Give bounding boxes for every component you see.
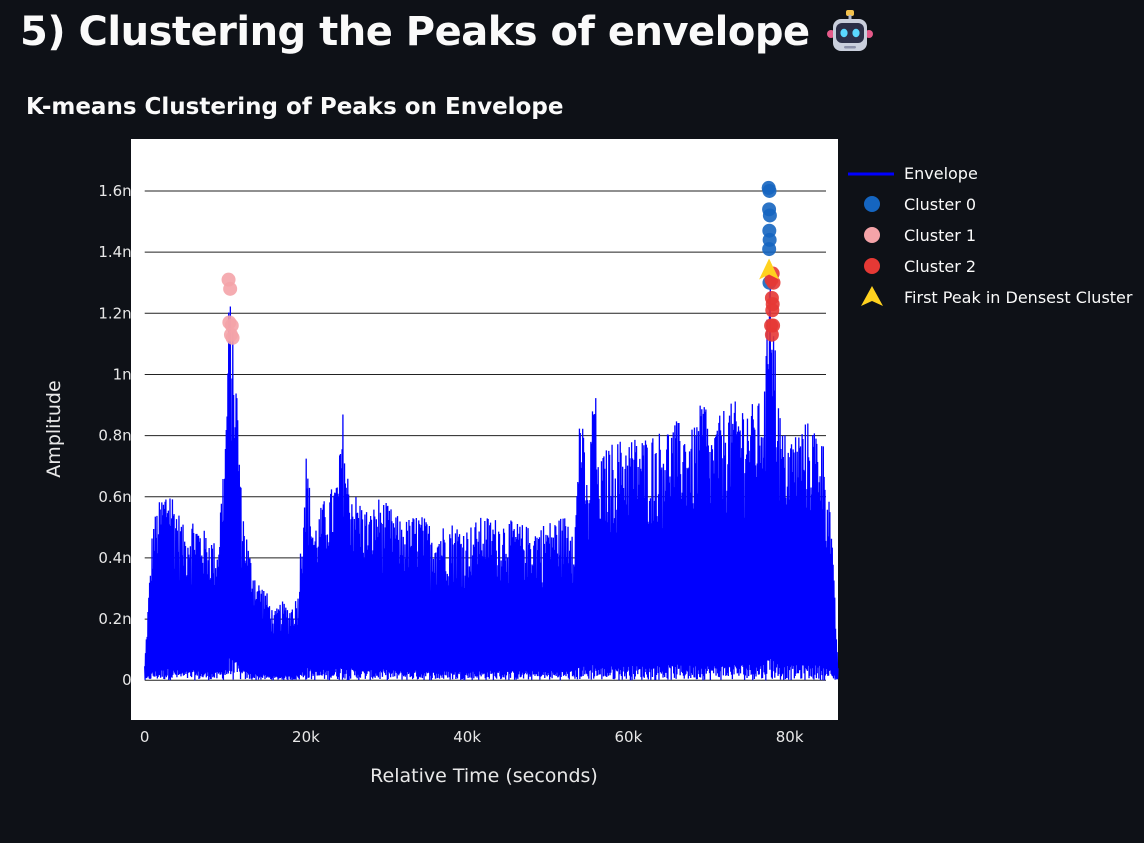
- page-title-text: 5) Clustering the Peaks of envelope: [20, 9, 810, 55]
- x-tick-label: 60k: [615, 728, 643, 746]
- legend-item[interactable]: Cluster 1: [864, 226, 976, 245]
- legend-item[interactable]: Cluster 2: [864, 257, 976, 276]
- y-tick-label: 1.2n: [98, 304, 131, 322]
- x-tick-label: 80k: [776, 728, 804, 746]
- legend-label: Cluster 0: [904, 195, 976, 214]
- x-tick-label: 20k: [292, 728, 320, 746]
- x-axis-title: Relative Time (seconds): [370, 765, 598, 787]
- cluster-0-point[interactable]: [762, 242, 777, 257]
- first-peak-marker[interactable]: [759, 258, 780, 280]
- legend-label: Cluster 1: [904, 226, 976, 245]
- cluster-0-point[interactable]: [762, 183, 777, 198]
- y-tick-label: 0.2n: [98, 610, 131, 628]
- legend[interactable]: Envelope Cluster 0 Cluster 1 Cluster 2 First…: [848, 164, 1133, 307]
- chart-title: K-means Clustering of Peaks on Envelope: [26, 94, 564, 120]
- legend-star-swatch: [861, 286, 883, 306]
- cluster-2-point[interactable]: [766, 275, 781, 290]
- legend-label: Envelope: [904, 164, 978, 183]
- y-tick-label: 0.8n: [98, 427, 131, 445]
- y-tick-label: 0.4n: [98, 549, 131, 567]
- legend-dot-swatch: [864, 258, 880, 274]
- cluster-2-point[interactable]: [764, 327, 779, 342]
- y-tick-label: 0.6n: [98, 488, 131, 506]
- y-axis-title: Amplitude: [43, 380, 65, 477]
- legend-item[interactable]: Envelope: [848, 164, 978, 183]
- cluster-0-point[interactable]: [762, 208, 777, 223]
- y-tick-label: 1n: [113, 365, 132, 383]
- legend-dot-swatch: [864, 196, 880, 212]
- legend-item[interactable]: Cluster 0: [864, 195, 976, 214]
- y-tick-label: 1.4n: [98, 243, 131, 261]
- legend-item[interactable]: First Peak in Densest Cluster: [861, 286, 1133, 307]
- legend-dot-swatch: [864, 227, 880, 243]
- cluster-2-point[interactable]: [765, 303, 780, 318]
- robot-icon: [826, 8, 874, 56]
- legend-label: First Peak in Densest Cluster: [904, 288, 1133, 307]
- page-title: 5) Clustering the Peaks of envelope: [20, 8, 874, 56]
- y-tick-label: 0: [122, 671, 132, 689]
- cluster-1-point[interactable]: [223, 281, 238, 296]
- cluster-1-point[interactable]: [225, 330, 240, 345]
- legend-label: Cluster 2: [904, 257, 976, 276]
- x-tick-label: 40k: [453, 728, 481, 746]
- x-tick-label: 0: [140, 728, 150, 746]
- envelope-line: [144, 287, 839, 681]
- y-tick-label: 1.6n: [98, 182, 131, 200]
